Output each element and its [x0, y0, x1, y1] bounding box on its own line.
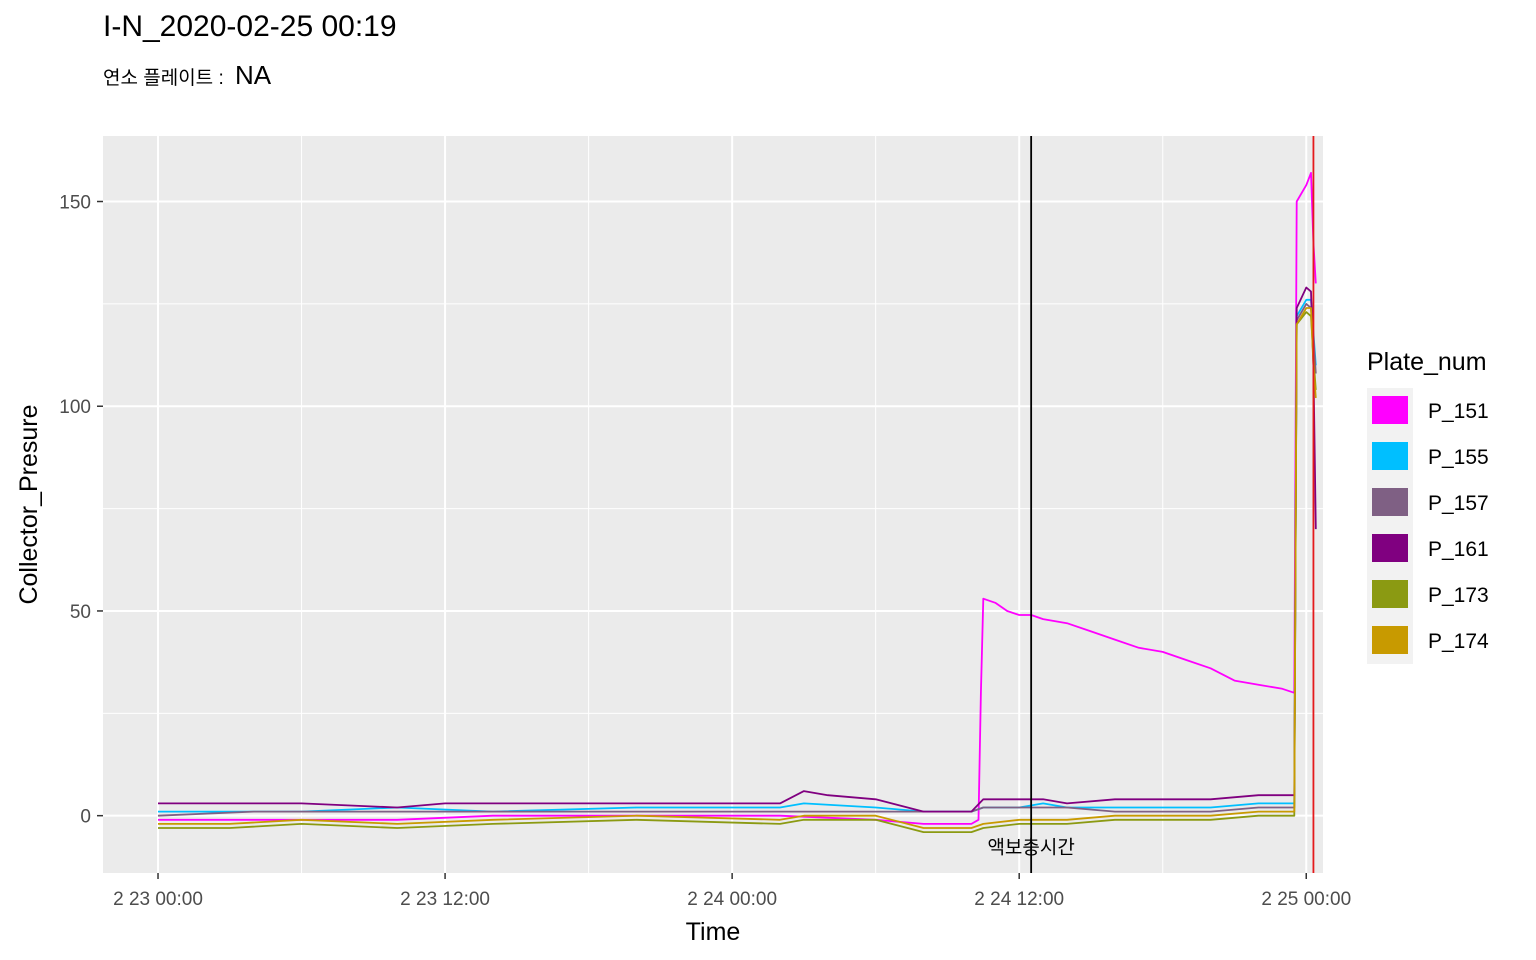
x-tick-label: 2 23 12:00: [400, 889, 490, 910]
legend-key-P_174: [1372, 626, 1408, 654]
x-axis-title: Time: [686, 918, 741, 946]
series-line-P_157: [157, 303, 1317, 817]
legend-label-P_161: P_161: [1428, 538, 1489, 561]
legend-label-P_155: P_155: [1428, 446, 1489, 469]
legend-label-P_157: P_157: [1428, 492, 1489, 515]
y-tick-label: 0: [80, 807, 91, 828]
x-tick-label: 2 24 00:00: [687, 889, 777, 910]
legend-label-P_173: P_173: [1428, 584, 1489, 607]
subtitle-value: NA: [235, 60, 272, 90]
legend-label-P_151: P_151: [1428, 400, 1489, 423]
y-axis-title: Collector_Presure: [15, 404, 43, 604]
legend-key-P_173: [1372, 580, 1408, 608]
chart-title: I-N_2020-02-25 00:19: [103, 10, 397, 43]
x-tick-label: 2 25 00:00: [1261, 889, 1351, 910]
subtitle-label: 연소 플레이트 :: [103, 68, 224, 89]
legend-title: Plate_num: [1367, 348, 1487, 376]
legend-key-P_157: [1372, 488, 1408, 516]
y-tick-label: 50: [70, 602, 91, 623]
legend-label-P_174: P_174: [1428, 630, 1489, 653]
plot-panel: [103, 136, 1323, 873]
x-tick-label: 2 24 12:00: [974, 889, 1064, 910]
series-line-P_151: [158, 172, 1317, 825]
chart-subtitle: 연소 플레이트 : NA: [103, 60, 271, 91]
y-tick-label: 150: [59, 193, 91, 214]
y-tick-label: 100: [59, 397, 91, 418]
x-tick-label: 2 23 00:00: [113, 889, 203, 910]
legend-key-P_161: [1372, 534, 1408, 562]
legend-key-P_151: [1372, 396, 1408, 424]
series-line-P_174: [158, 307, 1317, 829]
legend-key-P_155: [1372, 442, 1408, 470]
refill-time-annotation: 액보충시간: [987, 836, 1074, 858]
legend-key-background: [1367, 388, 1413, 664]
